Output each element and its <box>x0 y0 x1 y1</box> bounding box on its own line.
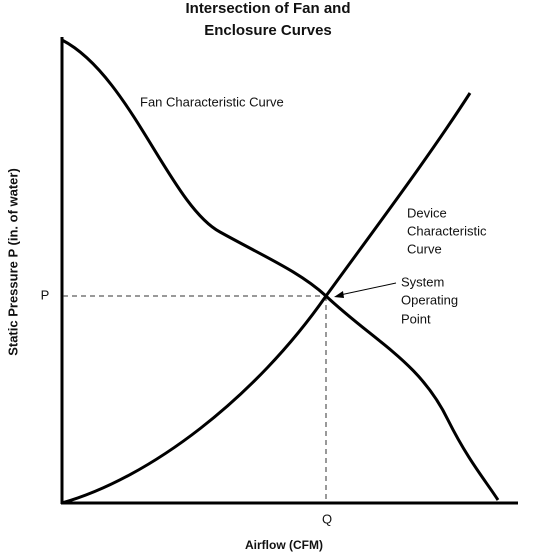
device-curve <box>61 92 472 505</box>
x-axis-label: Airflow (CFM) <box>245 538 323 552</box>
q-label: Q <box>322 511 332 526</box>
device-curve-label: Curve <box>407 241 442 256</box>
fan-curve-label: Fan Characteristic Curve <box>140 94 284 109</box>
operating-point-label: System <box>401 274 444 289</box>
arrowhead <box>334 291 344 298</box>
title-line: Intersection of Fan and <box>185 0 350 17</box>
pointer <box>339 282 397 296</box>
operating-point-label: Point <box>401 311 431 326</box>
device-curve-label: Device <box>407 205 447 220</box>
device-curve-label: Characteristic <box>407 223 487 238</box>
p-label: P <box>41 287 50 302</box>
title-line: Enclosure Curves <box>204 22 332 39</box>
y-axis-label: Static Pressure P (in. of water) <box>5 168 20 356</box>
fan-curve <box>61 38 500 501</box>
operating-point-label: Operating <box>401 292 458 307</box>
